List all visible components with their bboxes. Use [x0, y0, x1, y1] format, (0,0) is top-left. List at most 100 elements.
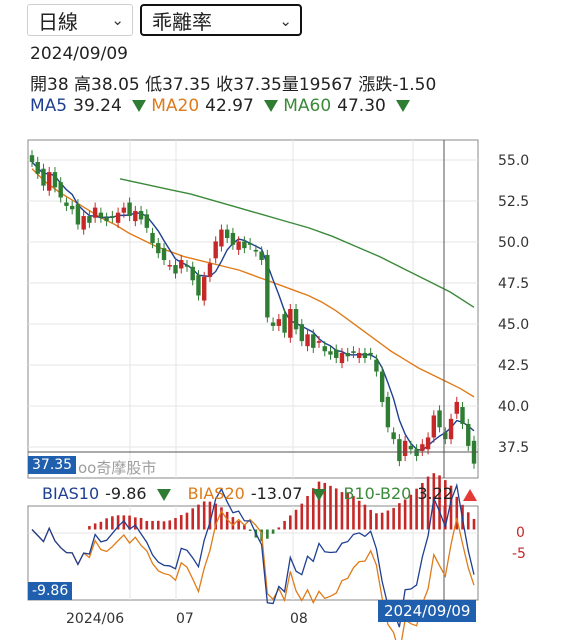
down-triangle-icon: [312, 488, 327, 501]
candle-body: [179, 259, 184, 269]
candle-body: [374, 359, 379, 372]
cursor-date-tag: 2024/09/09: [378, 600, 477, 622]
candle-body: [247, 243, 253, 245]
candle-body: [202, 276, 207, 301]
price-tick: 45.0: [498, 317, 530, 333]
candle-body: [207, 263, 213, 277]
candle-body: [288, 309, 293, 338]
period-select[interactable]: 日線 ⌄: [27, 4, 133, 36]
ohlc-values: 開38 高38.05 低37.35 收37.35量19567 漲跌-1.50: [30, 75, 437, 95]
up-triangle-icon: [462, 488, 477, 501]
price-panel-frame: [27, 139, 479, 479]
candle-body: [35, 161, 40, 174]
candle-body: [87, 216, 92, 223]
bias-legend: BIAS10 -9.86 BIAS20 -13.07 B10-B20 3.22: [30, 484, 477, 503]
candle-body: [29, 155, 35, 162]
price-tick: 55.0: [498, 153, 530, 169]
candle-body: [454, 401, 459, 414]
candle-body: [379, 371, 385, 402]
bias-panel-frame: [27, 505, 479, 601]
candle-body: [121, 207, 127, 213]
candle-body: [92, 207, 98, 218]
candle-body: [236, 241, 241, 250]
candle-body: [259, 251, 264, 260]
down-triangle-icon: [263, 100, 278, 112]
candle-body: [443, 432, 448, 440]
candle-body: [115, 212, 121, 223]
candle-body: [265, 254, 270, 318]
candle-body: [196, 275, 201, 296]
candle-body: [127, 202, 132, 217]
ma5-line: [31, 161, 475, 452]
candle-body: [356, 352, 362, 359]
price-tick: 37.5: [498, 440, 530, 456]
price-tick: 50.0: [498, 235, 530, 251]
candle-body: [213, 241, 218, 259]
candle-body: [133, 210, 138, 222]
candle-body: [98, 212, 104, 218]
candle-body: [230, 232, 236, 245]
candle-body: [466, 423, 471, 446]
indicator-select[interactable]: 乖離率 ⌄: [140, 4, 302, 36]
down-triangle-icon: [395, 100, 410, 112]
bias20-line: [31, 509, 475, 640]
candle-body: [351, 351, 356, 353]
candle-body: [104, 217, 109, 222]
time-tick: 08: [290, 611, 308, 627]
price-tick: 52.5: [498, 194, 530, 210]
bias-tick: -5: [512, 546, 526, 562]
candle-body: [385, 396, 391, 428]
candle-body: [339, 352, 345, 364]
candle-body: [81, 216, 86, 230]
cursor-bias-tag: -9.86: [28, 582, 73, 600]
ma60-label: MA60: [283, 96, 332, 116]
candle-body: [345, 352, 350, 357]
candle-body: [75, 204, 81, 225]
candle-body: [282, 314, 287, 333]
candle-body: [224, 229, 230, 239]
price-tick: 47.5: [498, 276, 530, 292]
candle-body: [460, 407, 465, 424]
candle-body: [408, 445, 414, 450]
candle-body: [448, 418, 454, 440]
candle-body: [316, 341, 322, 343]
candle-body: [414, 449, 419, 457]
candle-body: [41, 168, 46, 186]
candle-body: [253, 249, 259, 252]
candle-body: [144, 214, 150, 228]
candle-body: [276, 319, 282, 326]
b10-b20-value: 3.22: [417, 484, 453, 503]
candle-body: [397, 439, 402, 462]
candle-body: [328, 351, 333, 355]
candle-body: [368, 352, 373, 355]
candle-body: [402, 440, 408, 457]
candle-body: [362, 352, 368, 359]
candle-body: [270, 322, 276, 326]
bias-tick: 0: [516, 525, 525, 541]
candle-body: [293, 309, 299, 330]
watermark: oo奇摩股市: [78, 459, 157, 477]
candle-body: [167, 265, 172, 267]
down-triangle-icon: [156, 488, 171, 501]
time-tick: 2024/06: [66, 611, 125, 627]
price-tick: 40.0: [498, 399, 530, 415]
candle-body: [190, 266, 195, 281]
candle-body: [431, 415, 437, 438]
down-triangle-icon: [131, 100, 146, 112]
candle-body: [64, 202, 69, 206]
candle-body: [322, 346, 327, 352]
ohlc-date: 2024/09/09: [30, 44, 128, 64]
indicator-select-value: 乖離率: [152, 9, 212, 34]
candle-body: [299, 324, 304, 342]
candle-body: [161, 248, 167, 260]
candle-body: [311, 334, 316, 348]
candle-body: [150, 232, 155, 244]
price-tick: 42.5: [498, 358, 530, 374]
ma20-label: MA20: [151, 96, 200, 116]
candle-body: [58, 182, 63, 198]
candle-body: [110, 216, 115, 218]
chevron-down-icon: ⌄: [111, 11, 124, 29]
candle-body: [69, 205, 75, 210]
candle-body: [173, 265, 178, 274]
